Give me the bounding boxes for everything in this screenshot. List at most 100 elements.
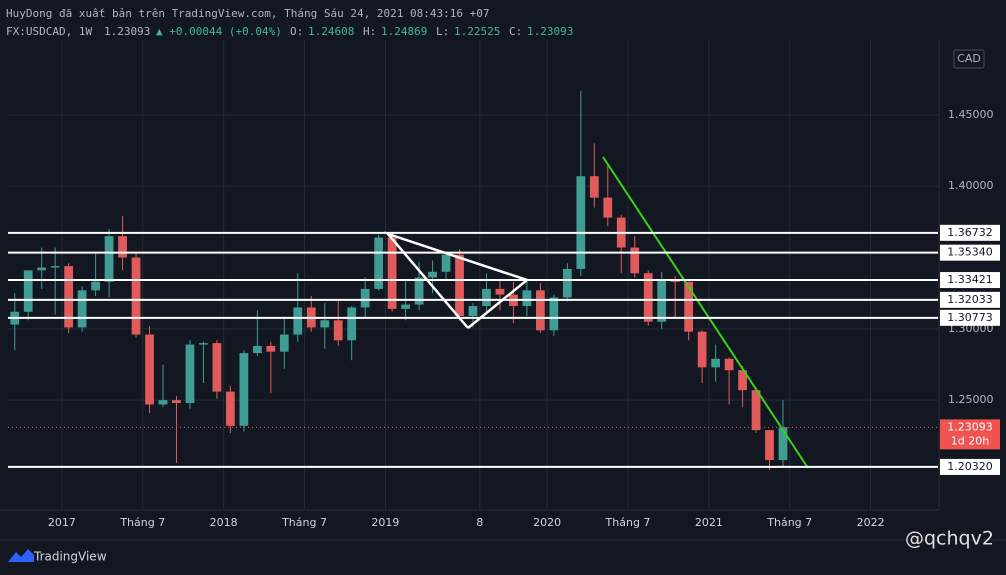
candle-body: [279, 334, 289, 352]
level-label-box: [940, 272, 1000, 289]
y-tick-label: 1.45000: [948, 108, 994, 121]
candle-body: [320, 320, 330, 328]
candle-body: [670, 280, 680, 282]
candle-body: [333, 320, 343, 341]
currency: CAD: [957, 52, 981, 65]
level-label-box: [940, 244, 1000, 261]
candle-body: [778, 427, 788, 461]
logo: [8, 549, 34, 562]
candle-body: [401, 304, 410, 309]
x-tick-label: 2021: [695, 516, 723, 529]
candle-body: [428, 271, 437, 278]
candle-body: [77, 290, 87, 328]
candle-body: [495, 288, 505, 295]
level-label: 1.30773: [947, 311, 993, 324]
candle-body: [91, 281, 100, 291]
x-tick-label: 2019: [371, 516, 399, 529]
candle-body: [23, 270, 33, 312]
candle-body: [697, 331, 707, 368]
candle-body: [131, 257, 141, 335]
candle-body: [104, 236, 114, 282]
x-tick-label: 2020: [533, 516, 561, 529]
countdown: 1d 20h: [951, 434, 989, 447]
candle-body: [455, 254, 464, 317]
y-tick-label: 1.25000: [948, 393, 994, 406]
ohlc-value: 1.22525: [454, 25, 500, 38]
ohlc-label: O:: [290, 25, 303, 38]
x-tick-label: 2017: [48, 516, 76, 529]
ohlc-value: 1.24608: [308, 25, 354, 38]
candle-body: [37, 267, 47, 271]
x-tick-label: Tháng 7: [605, 516, 651, 529]
level-label-box: [940, 458, 1000, 475]
candle-body: [522, 290, 532, 307]
candle-body: [172, 400, 181, 404]
last-price-box: [940, 419, 1000, 450]
x-tick-label: Tháng 7: [119, 516, 165, 529]
x-tick-label: 2022: [857, 516, 885, 529]
candle-body: [738, 370, 747, 391]
candle-body: [441, 254, 451, 272]
x-tick-label: Tháng 7: [766, 516, 812, 529]
publish-info: HuyDong đã xuất bản trên TradingView.com…: [6, 7, 489, 20]
candle-body: [549, 297, 559, 331]
candle-body: [765, 430, 774, 461]
ohlc-label: L:: [436, 25, 449, 38]
candle-body: [118, 236, 127, 258]
candle-body: [266, 345, 276, 352]
x-tick-label: 8: [476, 516, 483, 529]
level-label-box: [940, 224, 1000, 241]
grid: [8, 40, 938, 510]
trend-line: [602, 156, 809, 469]
candle-body: [199, 343, 208, 345]
candle-body: [630, 247, 640, 274]
plot: [10, 90, 788, 471]
candle-body: [185, 344, 195, 404]
candle-body: [293, 307, 303, 335]
candle-body: [347, 307, 357, 341]
ohlc-value: 1.24869: [381, 25, 427, 38]
x-tick-label: 2018: [210, 516, 238, 529]
candle-body: [360, 288, 370, 308]
change: ▲ +0.00044 (+0.04%): [156, 25, 282, 38]
y-tick-label: 1.40000: [948, 179, 994, 192]
candle-body: [603, 197, 613, 218]
last-price-label: 1.23093: [947, 420, 993, 433]
candle-body: [562, 268, 572, 298]
candle-body: [576, 176, 586, 269]
candle-body: [468, 306, 478, 317]
candle-body: [64, 266, 74, 328]
candle-body: [482, 288, 491, 307]
candle-body: [536, 290, 545, 331]
candle-body: [50, 266, 60, 268]
level-label: 1.32033: [947, 293, 993, 306]
candle-body: [414, 277, 424, 305]
last-price: 1.23093: [104, 25, 150, 38]
level-label: 1.33421: [947, 273, 993, 286]
candle-body: [589, 176, 599, 198]
level-label-box: [940, 291, 1000, 308]
ohlc-label: C:: [509, 25, 522, 38]
ohlc-label: H:: [363, 25, 376, 38]
candle-body: [226, 391, 235, 426]
level-label-box: [940, 309, 1000, 326]
currency-box[interactable]: [953, 49, 985, 69]
brand: TradingView: [33, 550, 107, 564]
candle-body: [751, 390, 761, 431]
level-label: 1.36732: [947, 226, 993, 239]
candle-body: [657, 280, 667, 322]
symbol: FX:USDCAD, 1W: [6, 25, 92, 38]
candle-body: [684, 281, 694, 332]
ohlc-value: 1.23093: [527, 25, 573, 38]
candle-body: [643, 273, 653, 322]
candle-body: [158, 400, 168, 405]
watermark: @qchqv2: [905, 528, 994, 550]
x-tick-label: Tháng 7: [281, 516, 327, 529]
candle-body: [387, 237, 397, 309]
level-label: 1.20320: [947, 460, 993, 473]
candle-body: [212, 343, 222, 392]
candle-body: [711, 358, 720, 368]
candle-body: [239, 353, 249, 426]
